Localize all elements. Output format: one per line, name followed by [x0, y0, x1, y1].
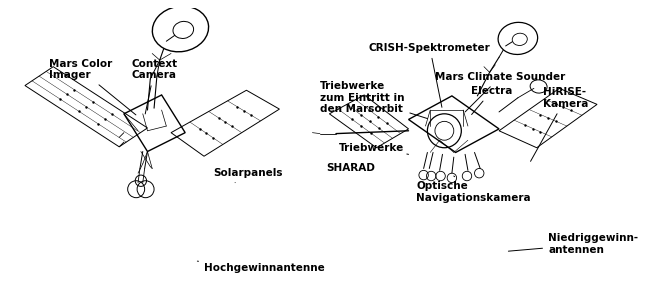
Text: Electra: Electra — [471, 86, 512, 115]
Text: HiRISE-
Kamera: HiRISE- Kamera — [530, 87, 589, 161]
Ellipse shape — [498, 22, 538, 55]
Text: Solarpanels: Solarpanels — [213, 168, 283, 183]
Text: SHARAD: SHARAD — [326, 164, 376, 173]
Text: Optische
Navigationskamera: Optische Navigationskamera — [416, 176, 530, 203]
Text: Context
Camera: Context Camera — [131, 59, 177, 114]
Text: Niedriggewinn-
antennen: Niedriggewinn- antennen — [508, 233, 638, 255]
Text: Mars Color
Imager: Mars Color Imager — [49, 59, 136, 115]
Ellipse shape — [512, 33, 527, 46]
Text: Hochgewinnantenne: Hochgewinnantenne — [198, 261, 325, 274]
Text: Triebwerke
zum Eintritt in
den Marsorbit: Triebwerke zum Eintritt in den Marsorbit — [320, 81, 428, 119]
Ellipse shape — [152, 6, 209, 52]
Text: Mars Climate Sounder: Mars Climate Sounder — [435, 72, 566, 112]
Text: CRISH-Spektrometer: CRISH-Spektrometer — [369, 43, 491, 107]
Ellipse shape — [173, 22, 194, 38]
Text: Triebwerke: Triebwerke — [339, 143, 409, 154]
